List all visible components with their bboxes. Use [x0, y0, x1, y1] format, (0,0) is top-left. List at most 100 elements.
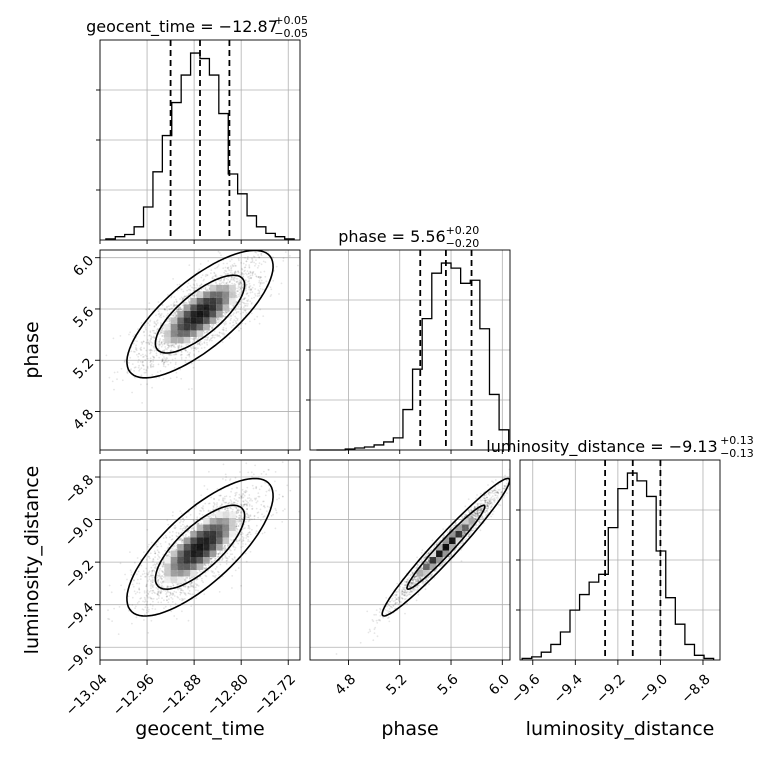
density-cell — [164, 323, 171, 331]
sample-point — [209, 557, 212, 560]
sample-point — [259, 276, 262, 279]
sample-point — [157, 591, 159, 593]
density-cell — [190, 304, 197, 311]
sample-point — [202, 279, 205, 282]
sample-point — [162, 350, 165, 353]
sample-point — [160, 569, 163, 572]
sample-point — [160, 601, 163, 604]
sample-point — [226, 559, 228, 562]
sample-point — [239, 281, 242, 283]
sample-point — [119, 335, 122, 337]
sample-point — [214, 514, 217, 517]
sample-point — [168, 305, 170, 307]
sample-point — [156, 545, 158, 548]
sample-point — [131, 583, 134, 586]
sample-point — [217, 250, 220, 253]
sample-point — [216, 556, 219, 559]
sample-point — [210, 558, 213, 560]
sample-point — [178, 345, 181, 348]
sample-point — [180, 358, 183, 360]
sample-point — [244, 552, 247, 555]
sample-point — [145, 558, 148, 561]
sample-point — [227, 269, 230, 271]
sample-point — [146, 528, 149, 531]
sample-point — [218, 573, 221, 576]
sample-point — [160, 314, 162, 317]
sample-point — [152, 564, 155, 567]
sample-point — [168, 353, 170, 356]
sample-point — [249, 270, 252, 273]
sample-point — [132, 342, 135, 345]
sample-point — [185, 533, 187, 536]
sample-point — [205, 339, 208, 341]
sample-point — [151, 570, 154, 572]
sample-point — [206, 337, 209, 339]
sample-point — [235, 525, 238, 528]
sample-point — [192, 518, 195, 521]
sample-point — [235, 507, 238, 509]
sample-point — [240, 273, 243, 276]
sample-point — [219, 336, 222, 338]
sample-point — [212, 336, 214, 338]
sample-point — [238, 283, 241, 286]
sample-point — [145, 567, 148, 570]
sample-point — [248, 286, 251, 289]
sample-point — [227, 502, 230, 505]
sample-point — [174, 363, 177, 366]
sample-point — [238, 496, 240, 499]
sample-point — [222, 497, 225, 499]
sample-point — [182, 297, 185, 300]
sample-point — [184, 577, 187, 580]
sample-point — [297, 232, 299, 234]
sample-point — [241, 488, 244, 491]
sample-point — [248, 519, 251, 522]
sample-point — [241, 535, 244, 538]
sample-point — [157, 301, 160, 303]
sample-point — [216, 321, 218, 324]
sample-point — [136, 591, 139, 593]
sample-point — [241, 540, 244, 543]
sample-point — [152, 600, 154, 603]
sample-point — [181, 298, 184, 301]
sample-point — [193, 354, 196, 357]
sample-point — [142, 570, 145, 572]
sample-point — [145, 341, 148, 344]
sample-point — [203, 342, 206, 345]
sample-point — [231, 265, 234, 267]
sample-point — [140, 341, 143, 343]
sample-point — [241, 273, 244, 276]
sample-point — [129, 331, 132, 334]
sample-point — [236, 520, 239, 523]
sample-point — [235, 516, 238, 518]
sample-point — [255, 485, 258, 488]
sample-point — [235, 507, 238, 510]
sample-point — [264, 261, 267, 264]
sample-point — [146, 383, 149, 386]
sample-point — [139, 360, 142, 363]
sample-point — [251, 261, 253, 263]
sample-point — [128, 603, 131, 606]
sample-point — [253, 318, 256, 321]
sample-point — [235, 277, 238, 280]
sample-point — [216, 333, 219, 336]
sample-point — [178, 309, 180, 312]
sample-point — [246, 258, 249, 260]
sample-point — [231, 575, 234, 577]
sample-point — [211, 571, 214, 574]
sample-point — [164, 359, 167, 361]
sample-point — [251, 518, 253, 521]
sample-point — [240, 518, 243, 520]
sample-point — [135, 605, 137, 608]
sample-point — [248, 503, 251, 506]
sample-point — [233, 278, 235, 281]
sample-point — [234, 315, 237, 318]
sample-point — [160, 342, 163, 345]
sample-point — [123, 360, 126, 362]
sample-point — [120, 367, 123, 370]
sample-point — [152, 356, 155, 359]
sample-point — [225, 476, 228, 478]
sample-point — [239, 523, 241, 525]
sample-point — [146, 341, 149, 344]
sample-point — [235, 301, 238, 303]
sample-point — [111, 380, 114, 383]
